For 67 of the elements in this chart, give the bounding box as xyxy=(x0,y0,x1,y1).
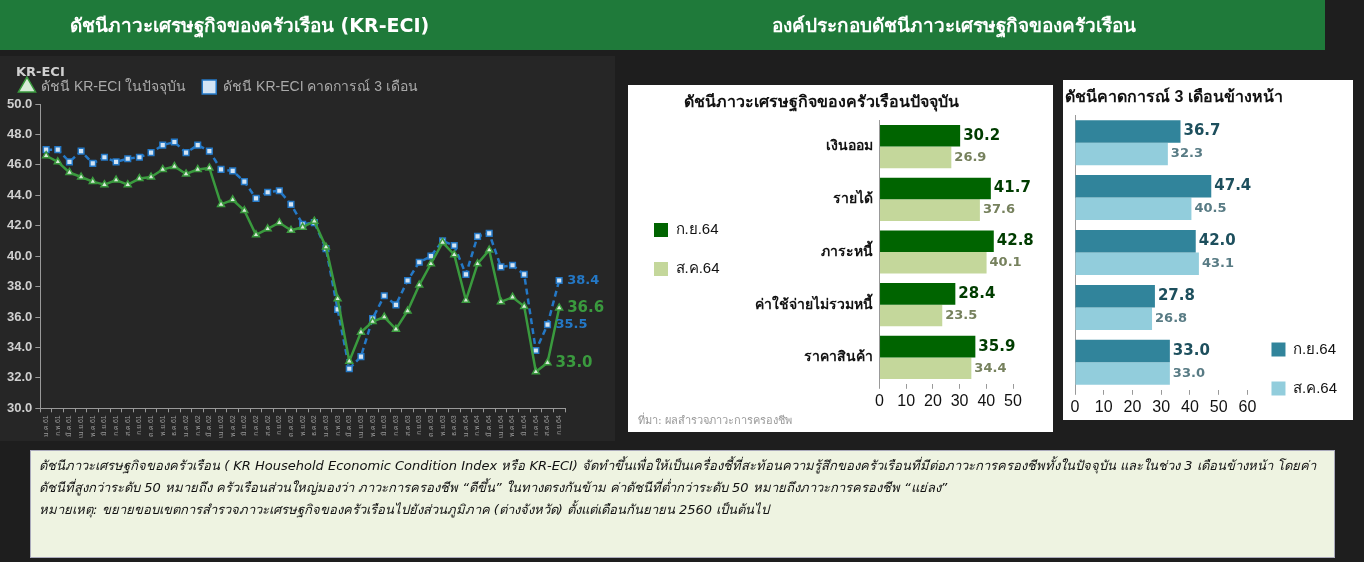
legend-label: ดัชนี KR-ECI คาดการณ์ 3 เดือน xyxy=(223,77,419,94)
x-tick-label: 20 xyxy=(1123,397,1142,415)
data-label: 36.6 xyxy=(567,297,605,316)
legend-label: ก.ย.64 xyxy=(675,220,719,238)
data-label: 42.0 xyxy=(1198,231,1236,250)
y-tick-label: 36.0 xyxy=(6,308,33,324)
data-label: 35.9 xyxy=(978,336,1016,355)
y-tick-label: 48.0 xyxy=(6,126,33,142)
data-label: 40.1 xyxy=(989,254,1022,270)
text: ดัชนีภาวะเศรษฐกิจของครัวเรือน ( KR Household Economic Condition Index หรือ KR-ECI) จัดทำขึ้นเพื่อให้เป็นเครื่องชี้ที่สะท้อนความรู้สึกของครัวเรือนที่มีต่อภาวะการครองชีพทั้งในปัจจุบัน และในช่วง 3 เดือนข้างหน้า โดยค่าดัชนีที่สูงกว่าระดับ 50 หมายถึง ครัวเรือนส่วนใหญ่มองว่า ภาวะการครองชีพ “ดีขึ้น” ในทางตรงกันข้าม ค่าดัชนีที่ต่ำกว่าระดับ 50 หมายถึงภาวะการครองชีพ “แย่ลง” xyxy=(39,455,1318,498)
y-tick-label: ราคาสินค้า xyxy=(803,348,873,365)
data-label: 26.8 xyxy=(1155,310,1188,326)
y-tick-label: รายได้ xyxy=(832,189,873,207)
y-tick-label: 34.0 xyxy=(6,339,33,355)
data-label: 38.4 xyxy=(567,271,600,287)
x-tick-label: 50 xyxy=(1209,397,1228,415)
legend-label: ส.ค.64 xyxy=(675,259,720,277)
data-label: 33.0 xyxy=(1172,340,1210,359)
data-label: 43.1 xyxy=(1201,255,1234,271)
chart-subtitle: ดัชนีภาวะเศรษฐกิจของครัวเรือนปัจจุบัน xyxy=(684,92,959,113)
data-label: 41.7 xyxy=(993,178,1031,197)
data-label: 34.4 xyxy=(974,359,1007,375)
y-axis-title: KR-ECI xyxy=(16,64,65,79)
y-tick-label: 50.0 xyxy=(6,95,33,111)
y-tick-label: 30.0 xyxy=(6,399,33,415)
data-label: 26.9 xyxy=(954,148,987,164)
y-tick-label: 46.0 xyxy=(6,156,33,172)
x-tick-label: 40 xyxy=(977,391,996,409)
data-label: 23.5 xyxy=(945,306,978,322)
y-tick-label: 32.0 xyxy=(6,369,33,385)
chart-title: ดัชนีภาวะเศรษฐกิจของครัวเรือน (KR-ECI) xyxy=(70,13,430,40)
y-tick-label: 44.0 xyxy=(6,186,33,202)
x-tick-label: 10 xyxy=(897,391,916,409)
data-label: 33.0 xyxy=(1172,364,1205,380)
data-label: 27.8 xyxy=(1157,286,1195,305)
data-label: 40.5 xyxy=(1194,200,1227,216)
data-label: 30.2 xyxy=(963,125,1001,144)
x-tick-label: 30 xyxy=(1152,397,1171,415)
data-label: 32.3 xyxy=(1170,145,1203,161)
chart-title: องค์ประกอบดัชนีภาวะเศรษฐกิจของครัวเรือน xyxy=(772,13,1136,40)
x-tick-label: 30 xyxy=(950,391,969,409)
text: หมายเหตุ: ขยายขอบเขตการสำรวจภาวะเศรษฐกิจของครัวเรือนไปยังส่วนภูมิภาค (ต่างจังหวัด) ตั้งแต่เดือนกันยายน 2560 เป็นต้นไป xyxy=(39,499,772,520)
legend-label: ดัชนี KR-ECI ในปัจจุบัน xyxy=(41,77,187,95)
y-tick-label: 38.0 xyxy=(6,278,33,294)
y-tick-label: ค่าใช้จ่ายไม่รวมหนี้ xyxy=(754,292,873,312)
legend-label: ส.ค.64 xyxy=(1292,378,1338,396)
data-label: 47.4 xyxy=(1214,176,1252,195)
data-label: 42.8 xyxy=(996,231,1034,250)
data-label: 35.5 xyxy=(555,316,588,332)
y-tick-label: เงินออม xyxy=(825,137,873,154)
text: ที่มา: ผลสำรวจภาวะการครองชีพ xyxy=(638,411,793,429)
x-tick-label: 50 xyxy=(1004,391,1022,409)
y-tick-label: 40.0 xyxy=(6,247,33,263)
y-tick-label: 42.0 xyxy=(6,217,33,233)
x-tick-label: 40 xyxy=(1181,397,1199,415)
data-label: 28.4 xyxy=(958,283,996,302)
x-tick-label: 20 xyxy=(924,391,942,409)
data-label: 33.0 xyxy=(555,352,593,371)
x-tick-label: 10 xyxy=(1094,397,1113,415)
data-label: 36.7 xyxy=(1183,121,1221,140)
x-tick-label: 0 xyxy=(875,391,885,409)
y-tick-label: ภาระหนี้ xyxy=(820,239,873,259)
x-tick-label: 60 xyxy=(1238,397,1257,415)
legend-label: ก.ย.64 xyxy=(1292,339,1337,357)
chart-title: ดัชนีคาดการณ์ 3 เดือนข้างหน้า xyxy=(1065,87,1283,106)
data-label: 37.6 xyxy=(982,201,1015,217)
x-tick-label: 0 xyxy=(1070,397,1080,415)
